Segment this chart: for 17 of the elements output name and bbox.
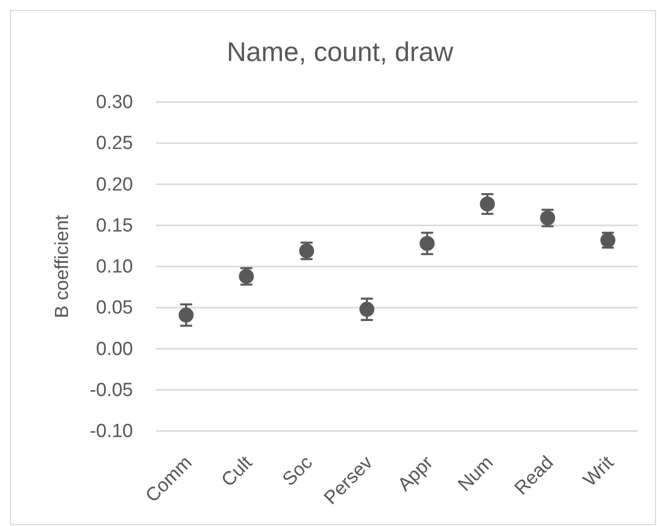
y-tick-label: 0.15: [96, 215, 133, 236]
y-tick-label: 0.25: [96, 133, 133, 154]
x-tick-label: Cult: [218, 452, 258, 492]
y-tick-label: -0.05: [90, 380, 133, 401]
y-tick-label: -0.10: [90, 421, 133, 442]
point: [359, 302, 374, 317]
y-axis-title: B coefficient: [52, 214, 73, 318]
y-tick-label: 0.10: [96, 256, 133, 278]
point: [420, 236, 435, 251]
x-tick-label: Soc: [278, 452, 317, 490]
y-tick-label: 0.00: [96, 338, 133, 360]
point: [178, 308, 194, 323]
x-tick-label: Writ: [580, 452, 619, 491]
chart-title: Name, count, draw: [226, 37, 454, 67]
y-tick-label: 0.05: [96, 298, 133, 319]
y-tick-label: 0.30: [96, 92, 133, 114]
y-tick-label: 0.20: [96, 174, 133, 196]
